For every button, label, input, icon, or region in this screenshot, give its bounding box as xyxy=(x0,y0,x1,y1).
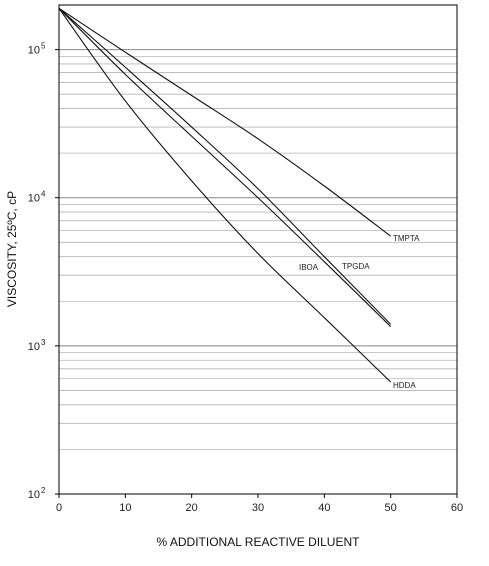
y-tick-label: 10 xyxy=(28,341,40,353)
y-tick-exponent: 4 xyxy=(41,190,46,199)
series-line-iboa xyxy=(58,7,392,327)
y-axis-title: VISCOSITY, 25ºC, cP xyxy=(5,191,19,307)
x-axis-title: % ADDITIONAL REACTIVE DILUENT xyxy=(157,535,361,549)
y-tick-exponent: 3 xyxy=(41,338,46,347)
x-axis: 0 10 20 30 40 50 60 xyxy=(56,494,463,514)
plot-frame xyxy=(58,4,458,495)
y-tick-label: 10 xyxy=(28,193,40,205)
x-tick-label: 0 xyxy=(56,502,62,514)
x-tick-label: 50 xyxy=(385,502,397,514)
x-tick-label: 40 xyxy=(318,502,330,514)
series-label-hdda: HDDA xyxy=(393,381,416,390)
y-tick-exponent: 5 xyxy=(41,42,46,51)
series-labels: TMPTA TPGDA IBOA HDDA xyxy=(299,234,420,390)
x-tick-label: 60 xyxy=(451,502,463,514)
series-line-tpgda xyxy=(58,7,392,325)
series-lines xyxy=(58,7,392,383)
series-line-hdda xyxy=(58,7,392,383)
x-tick-label: 30 xyxy=(252,502,264,514)
series-line-tmpta xyxy=(58,7,392,237)
series-label-tmpta: TMPTA xyxy=(393,234,420,243)
y-tick-label: 10 xyxy=(28,489,40,501)
x-tick-label: 20 xyxy=(186,502,198,514)
y-tick-label: 10 xyxy=(28,45,40,57)
y-tick-exponent: 2 xyxy=(41,486,46,495)
series-label-iboa: IBOA xyxy=(299,263,319,272)
x-tick-label: 10 xyxy=(119,502,131,514)
series-label-tpgda: TPGDA xyxy=(342,262,370,271)
